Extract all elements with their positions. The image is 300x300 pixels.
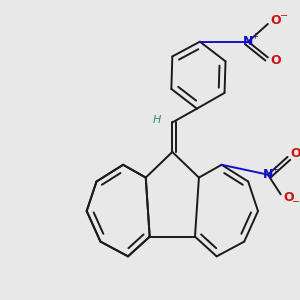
Text: H: H	[152, 116, 161, 125]
Text: O: O	[270, 54, 281, 67]
Text: +: +	[271, 165, 278, 174]
Text: O: O	[270, 14, 281, 28]
Text: −: −	[292, 197, 300, 207]
Text: +: +	[252, 32, 259, 41]
Text: −: −	[280, 11, 288, 21]
Text: N: N	[263, 168, 273, 181]
Text: O: O	[290, 147, 300, 161]
Text: N: N	[243, 35, 254, 48]
Text: O: O	[283, 191, 294, 204]
